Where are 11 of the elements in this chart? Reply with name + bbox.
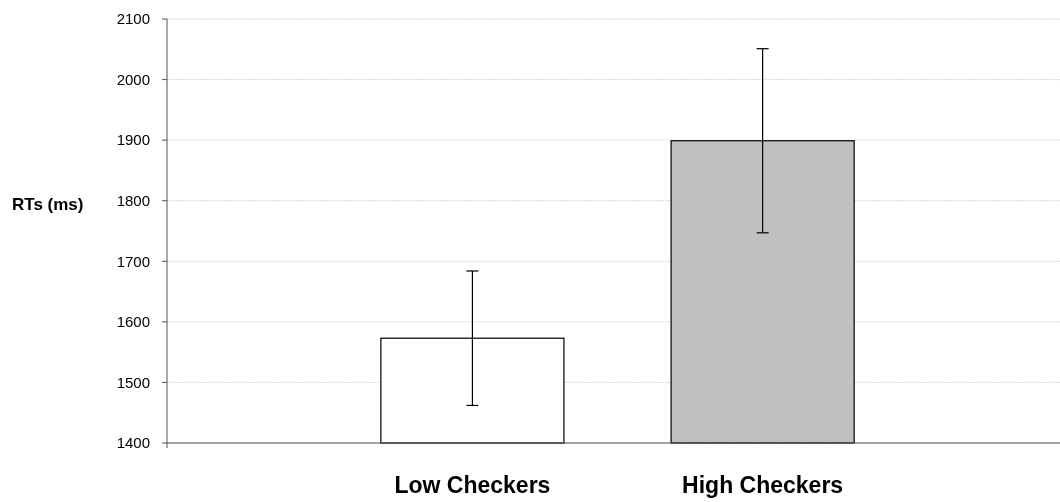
y-tick-label: 1600 — [116, 313, 150, 331]
y-tick-label: 2000 — [116, 70, 150, 88]
y-tick-label: 1700 — [116, 252, 150, 270]
y-tick-label: 1500 — [116, 373, 150, 391]
y-tick-label: 1800 — [116, 191, 150, 209]
y-axis-title: RTs (ms) — [12, 194, 84, 214]
x-tick-label: High Checkers — [682, 472, 844, 498]
y-tick-label: 1400 — [116, 434, 150, 452]
y-tick-label: 2100 — [116, 10, 150, 28]
x-tick-label: Low Checkers — [394, 472, 551, 498]
y-tick-label: 1900 — [116, 131, 150, 149]
